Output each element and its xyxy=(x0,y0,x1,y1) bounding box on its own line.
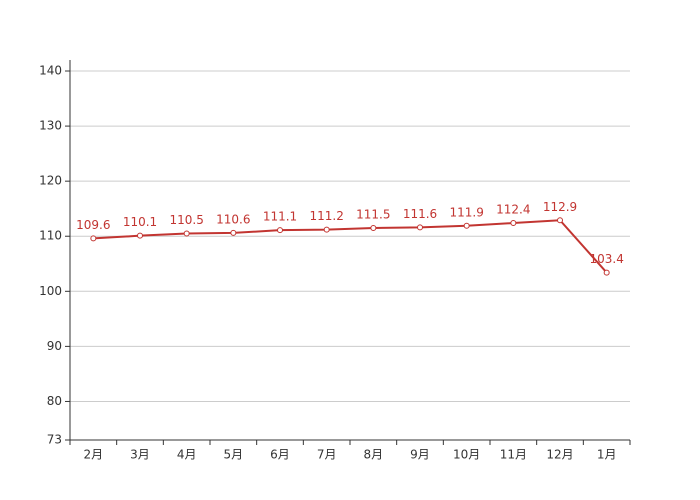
value-label: 110.1 xyxy=(123,215,157,229)
x-tick-label: 6月 xyxy=(270,448,290,462)
x-tick-label: 1月 xyxy=(597,448,617,462)
y-tick-label: 90 xyxy=(47,339,62,353)
x-tick-label: 7月 xyxy=(317,448,337,462)
value-label: 109.6 xyxy=(76,218,110,232)
value-label: 111.1 xyxy=(263,210,297,224)
value-label: 112.9 xyxy=(543,200,577,214)
data-point xyxy=(137,232,143,239)
x-tick-label: 3月 xyxy=(130,448,150,462)
y-tick-label: 100 xyxy=(39,284,62,298)
value-label: 111.6 xyxy=(403,207,437,221)
value-label: 112.4 xyxy=(496,203,530,217)
x-tick-label: 11月 xyxy=(500,448,527,462)
data-line xyxy=(93,219,608,274)
data-point xyxy=(323,226,330,233)
data-point xyxy=(277,227,283,234)
y-tick-label: 110 xyxy=(39,229,62,243)
value-label: 111.9 xyxy=(449,205,483,219)
x-tick-label: 5月 xyxy=(224,448,244,462)
x-tick-label: 2月 xyxy=(84,448,104,462)
data-point xyxy=(417,224,423,231)
data-point xyxy=(230,229,237,236)
y-tick-label: 130 xyxy=(39,119,62,133)
y-tick-label: 80 xyxy=(47,394,62,408)
y-tick-label: 140 xyxy=(39,64,62,78)
value-label: 110.6 xyxy=(216,212,250,226)
data-point xyxy=(557,217,563,224)
value-label: 111.2 xyxy=(309,209,343,223)
value-label: 111.5 xyxy=(356,207,390,221)
data-point xyxy=(603,269,610,276)
x-tick-label: 12月 xyxy=(546,448,573,462)
value-label: 103.4 xyxy=(589,252,623,266)
data-point xyxy=(370,224,377,231)
value-label: 110.5 xyxy=(169,213,203,227)
data-point xyxy=(463,222,470,229)
x-tick-label: 9月 xyxy=(410,448,430,462)
data-point xyxy=(183,230,190,237)
y-tick-label: 120 xyxy=(39,174,62,188)
data-point xyxy=(90,235,97,242)
x-tick-label: 4月 xyxy=(177,448,197,462)
x-tick-label: 8月 xyxy=(364,448,384,462)
data-point xyxy=(510,220,517,227)
x-tick-label: 10月 xyxy=(453,448,480,462)
y-tick-label: 73 xyxy=(47,433,62,447)
